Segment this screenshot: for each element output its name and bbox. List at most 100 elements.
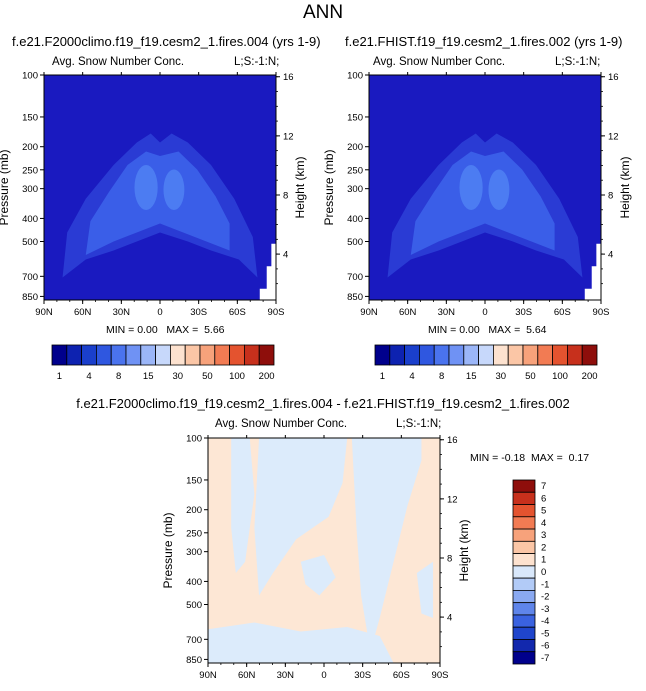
panel2-title: f.e21.FHIST.f19_f19.cesm2_1.fires.002 (y… bbox=[345, 34, 623, 49]
colorbar-tick-label: 5 bbox=[541, 506, 546, 517]
x-tick-label: 30S bbox=[515, 307, 532, 318]
x-tick-label: 60S bbox=[229, 307, 246, 318]
colorbar-segment bbox=[512, 577, 536, 591]
colorbar-tick-label: 100 bbox=[229, 371, 245, 382]
x-tick-label: 90N bbox=[199, 670, 217, 681]
y-tick-label: 850 bbox=[347, 292, 363, 303]
x-tick-label: 30N bbox=[277, 670, 295, 681]
x-tick-label: 60S bbox=[393, 670, 410, 681]
y-tick-label: 400 bbox=[186, 577, 202, 588]
y-tick-label: 500 bbox=[347, 237, 363, 248]
x-tick-label: 90S bbox=[268, 307, 285, 318]
colorbar-segment bbox=[512, 516, 536, 530]
colorbar-tick-label: 1 bbox=[541, 555, 546, 566]
y-tick-label: 300 bbox=[347, 184, 363, 195]
colorbar-segment bbox=[512, 614, 536, 628]
contour-level-2 bbox=[410, 151, 555, 255]
panel3-minmax: MIN = -0.18 MAX = 0.17 bbox=[470, 452, 589, 464]
colorbar-tick-label: 3 bbox=[541, 530, 546, 541]
contour-level-2 bbox=[85, 151, 230, 255]
colorbar-tick-label: 15 bbox=[143, 371, 154, 382]
panel1-colorbar: 1 4 8 15 30 50 100 200 bbox=[51, 344, 275, 382]
colorbar-segment bbox=[512, 651, 536, 665]
panel3-corner-label: L;S:-1:N; bbox=[396, 418, 442, 430]
plot-frame bbox=[207, 437, 441, 664]
diff-negative-region bbox=[416, 561, 434, 618]
diff-negative-region bbox=[254, 438, 348, 596]
colorbar-tick-label: 200 bbox=[582, 371, 598, 382]
panel1-min-label: MIN = bbox=[106, 324, 138, 336]
panel2-min-label: MIN = bbox=[428, 324, 460, 336]
x-tick-label: 90N bbox=[35, 307, 53, 318]
colorbar-tick-label: -4 bbox=[541, 616, 549, 627]
colorbar-tick-label: 4 bbox=[409, 371, 414, 382]
colorbar-segment bbox=[552, 344, 568, 366]
x-tick-label: 0 bbox=[482, 307, 487, 318]
x-tick-label: 30S bbox=[354, 670, 371, 681]
colorbar-segment bbox=[512, 602, 536, 616]
colorbar-tick-label: 200 bbox=[259, 371, 275, 382]
colorbar-segment bbox=[581, 344, 598, 366]
x-tick-label: 90N bbox=[360, 307, 378, 318]
colorbar-segment bbox=[140, 344, 157, 366]
colorbar-tick-label: 100 bbox=[552, 371, 568, 382]
y-tick-label: 200 bbox=[22, 142, 38, 153]
x-tick-label: 60N bbox=[399, 307, 417, 318]
y-axis-title: Pressure (mb) bbox=[322, 149, 336, 225]
colorbar-segment bbox=[512, 626, 536, 640]
panel3-plot: 100 150 200 250 300 400 500 700 850 16 12 8 4 90N 60N 3… bbox=[161, 434, 471, 682]
colorbar-tick-label: -7 bbox=[541, 653, 549, 664]
y-tick-label: 100 bbox=[347, 71, 363, 82]
colorbar-tick-label: -5 bbox=[541, 628, 549, 639]
panel3-min-value: -0.18 bbox=[501, 452, 526, 464]
right-axis-title: Height (km) bbox=[293, 156, 307, 218]
y-axis-title: Pressure (mb) bbox=[0, 149, 11, 225]
y-axis-title: Pressure (mb) bbox=[161, 512, 175, 588]
colorbar-tick-label: -6 bbox=[541, 641, 549, 652]
colorbar-segment bbox=[512, 540, 536, 554]
colorbar-tick-label: 8 bbox=[439, 371, 444, 382]
panel1-title: f.e21.F2000climo.f19_f19.cesm2_1.fires.0… bbox=[12, 34, 321, 49]
x-tick-label: 60S bbox=[554, 307, 571, 318]
colorbar-segment bbox=[214, 344, 231, 366]
surface-mask bbox=[584, 243, 601, 300]
panel2-max-label: MAX = bbox=[488, 324, 524, 336]
contour-peak-north bbox=[134, 165, 158, 210]
y-tick-label: 300 bbox=[186, 547, 202, 558]
y-tick-label: 200 bbox=[347, 142, 363, 153]
colorbar-segment bbox=[418, 344, 435, 366]
colorbar-tick-label: 30 bbox=[496, 371, 507, 382]
x-tick-label: 0 bbox=[321, 670, 326, 681]
height-tick-label: 12 bbox=[447, 494, 458, 505]
colorbar-tick-label: 8 bbox=[116, 371, 121, 382]
colorbar-segment bbox=[512, 504, 536, 518]
colorbar-segment bbox=[96, 344, 112, 366]
colorbar-segment bbox=[374, 344, 391, 366]
colorbar-segment bbox=[512, 528, 536, 542]
panel1-min-value: 0.00 bbox=[137, 324, 158, 336]
colorbar-tick-label: 1 bbox=[380, 371, 385, 382]
colorbar-segment bbox=[389, 344, 405, 366]
panel2-max-value: 5.64 bbox=[526, 324, 547, 336]
height-tick-label: 8 bbox=[447, 553, 452, 564]
panel1-field-label: Avg. Snow Number Conc. bbox=[52, 56, 185, 68]
panel3-max-label: MAX = bbox=[531, 452, 566, 464]
panel2-minmax: MIN = 0.00 MAX = 5.64 bbox=[428, 324, 547, 336]
colorbar-segment bbox=[512, 590, 536, 604]
colorbar-tick-label: 4 bbox=[86, 371, 91, 382]
colorbar-segment bbox=[512, 491, 536, 505]
colorbar-tick-label: 2 bbox=[541, 542, 546, 553]
colorbar-segment bbox=[125, 344, 142, 366]
height-tick-label: 8 bbox=[283, 190, 288, 201]
y-tick-label: 500 bbox=[22, 237, 38, 248]
colorbar-segment bbox=[537, 344, 553, 366]
x-tick-label: 0 bbox=[157, 307, 162, 318]
panel2-corner-label: L;S:-1:N; bbox=[555, 56, 601, 68]
height-tick-label: 4 bbox=[608, 250, 613, 261]
colorbar-tick-label: 4 bbox=[541, 518, 546, 529]
diff-negative-region bbox=[351, 438, 422, 652]
panel1-max-value: 5.66 bbox=[204, 324, 225, 336]
colorbar-tick-label: 6 bbox=[541, 493, 546, 504]
